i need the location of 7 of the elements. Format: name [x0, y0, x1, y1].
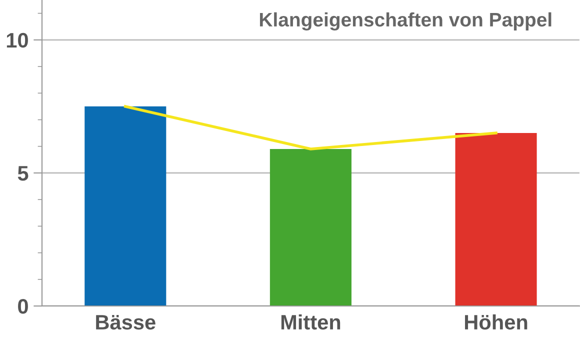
x-tick-label: Mitten: [281, 314, 340, 330]
y-tick-label: 10: [6, 32, 28, 48]
y-tick-label: 5: [18, 166, 28, 181]
y-tick-label: 0: [18, 299, 28, 314]
x-tick-label: Bässe: [96, 315, 156, 330]
x-tick-label: Höhen: [465, 314, 528, 330]
text: Klangeigenschaften von Pappel: [260, 12, 552, 31]
